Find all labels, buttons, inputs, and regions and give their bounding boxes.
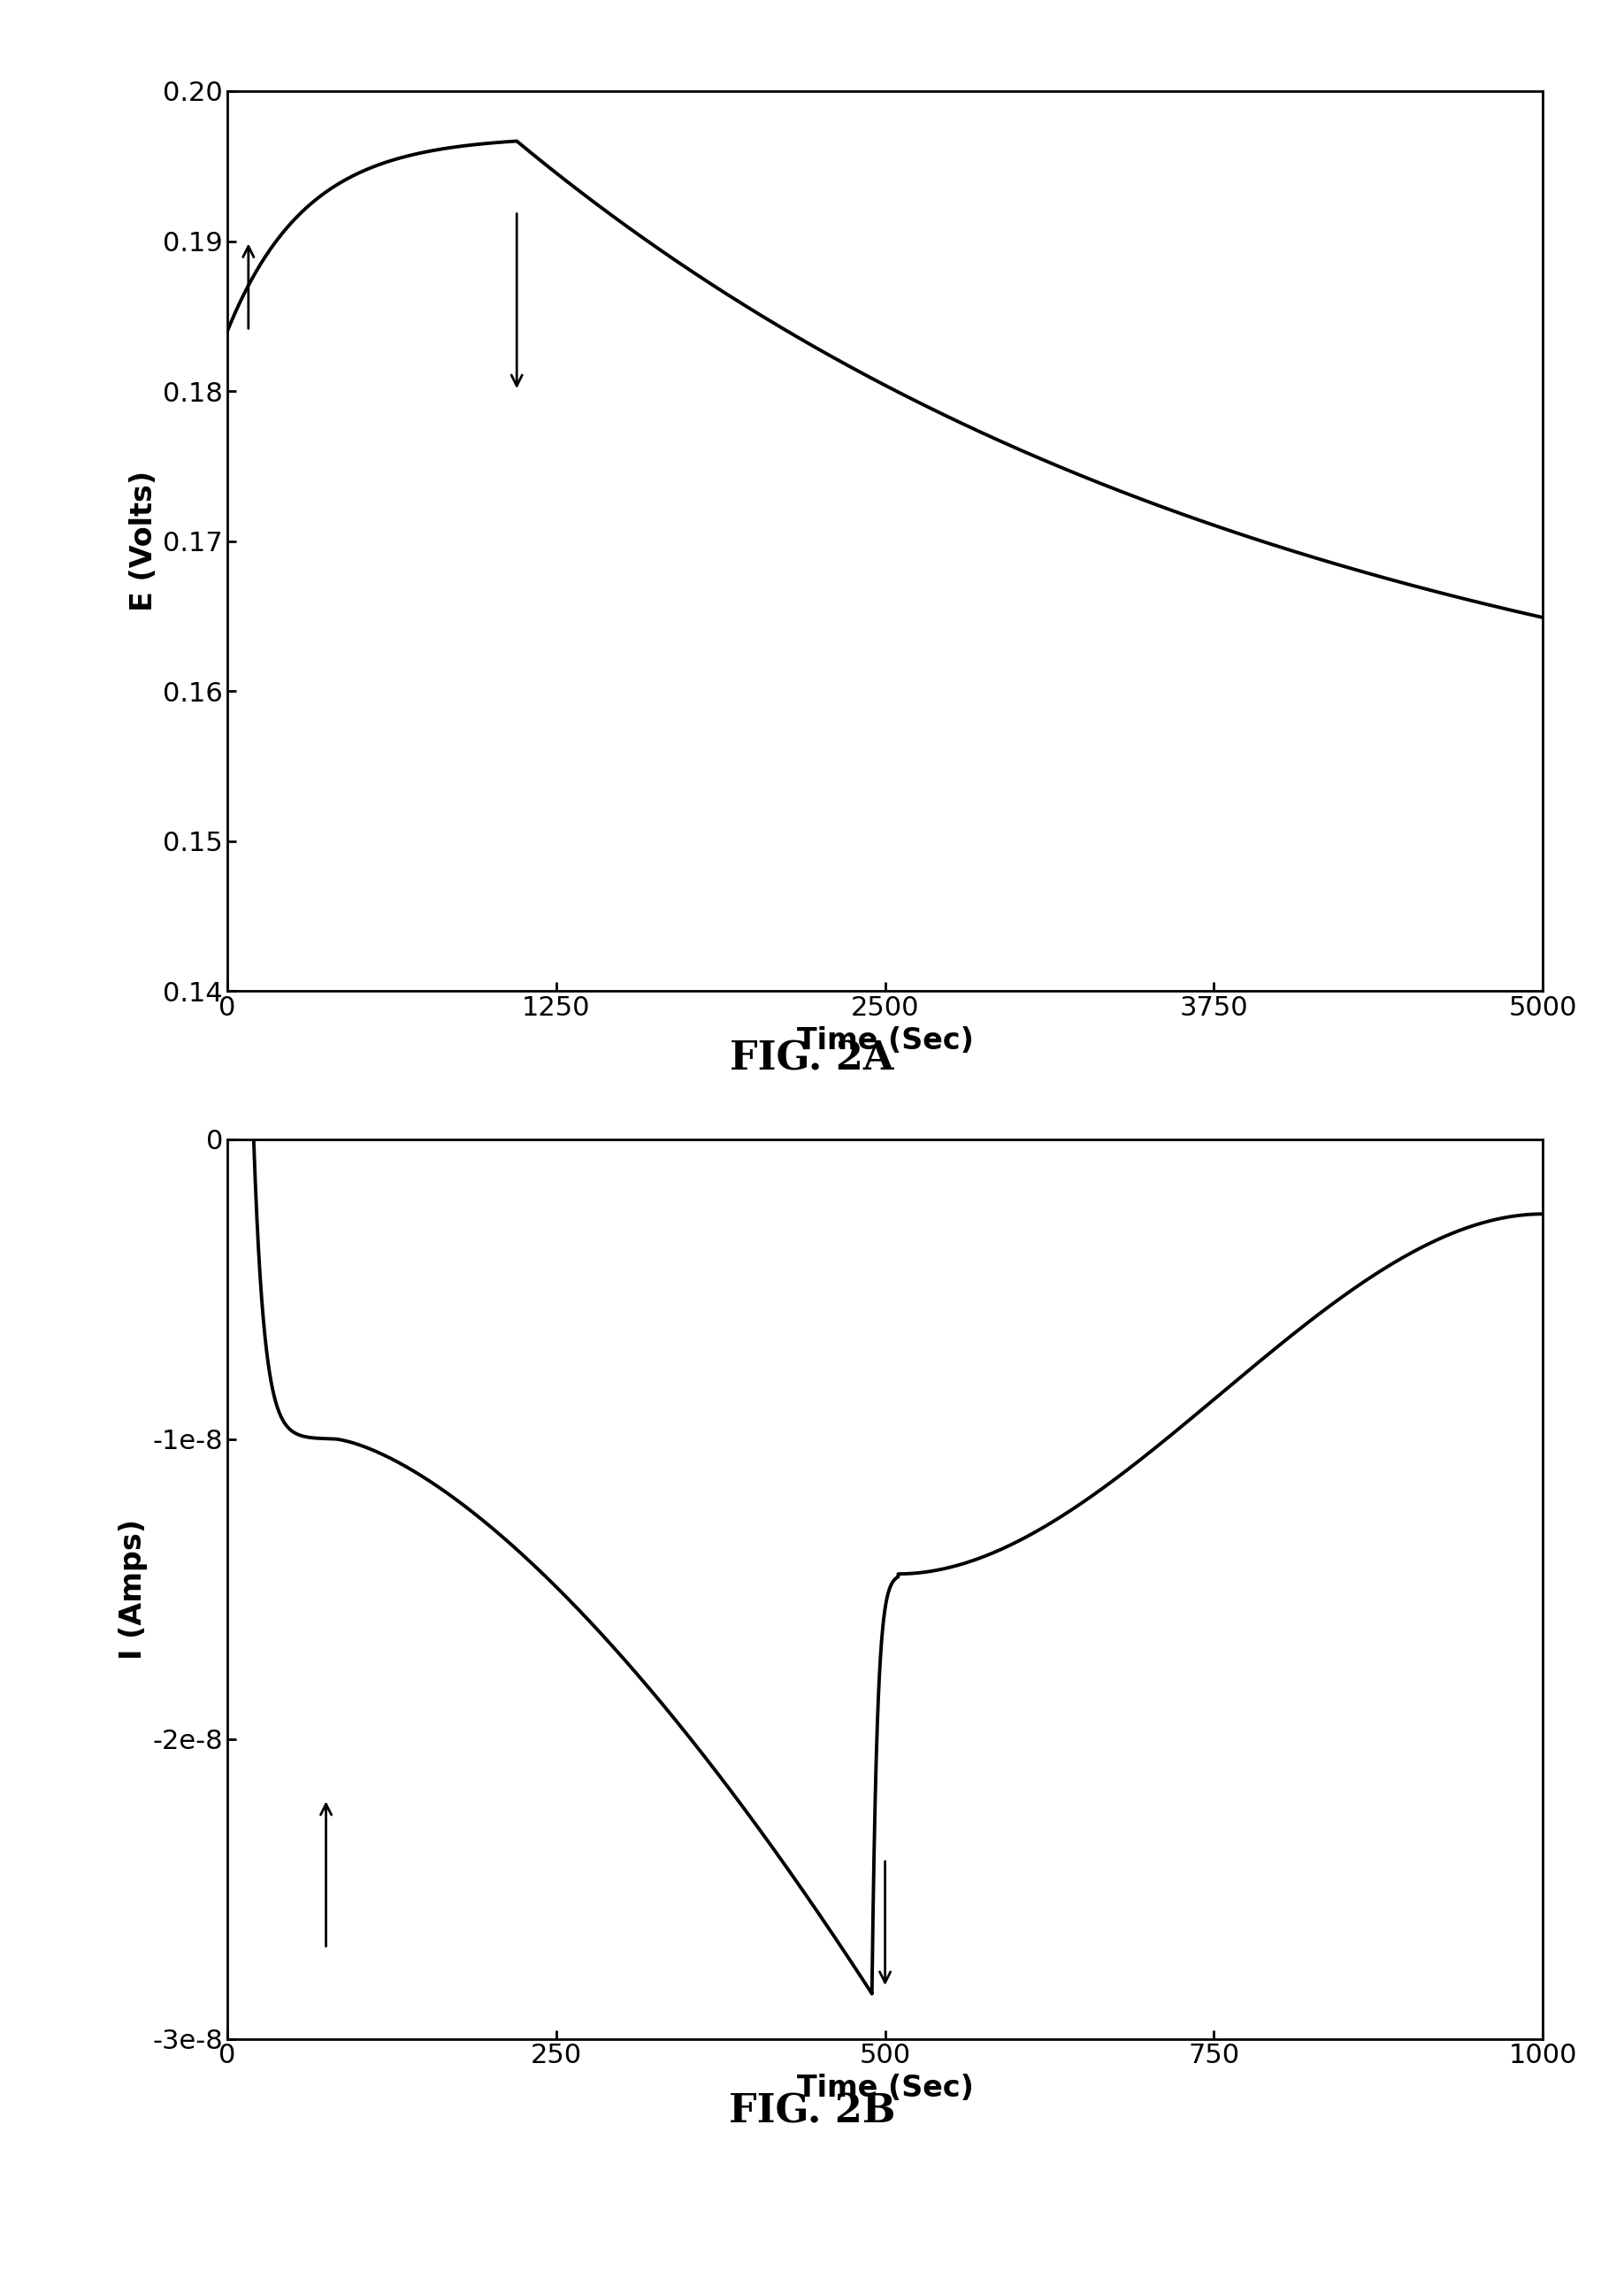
X-axis label: Time (Sec): Time (Sec) bbox=[797, 1025, 973, 1055]
Text: FIG. 2B: FIG. 2B bbox=[729, 2093, 895, 2130]
Y-axis label: I (Amps): I (Amps) bbox=[119, 1519, 148, 1658]
X-axis label: Time (Sec): Time (Sec) bbox=[797, 2073, 973, 2103]
Y-axis label: E (Volts): E (Volts) bbox=[128, 472, 158, 611]
Text: FIG. 2A: FIG. 2A bbox=[731, 1041, 893, 1077]
